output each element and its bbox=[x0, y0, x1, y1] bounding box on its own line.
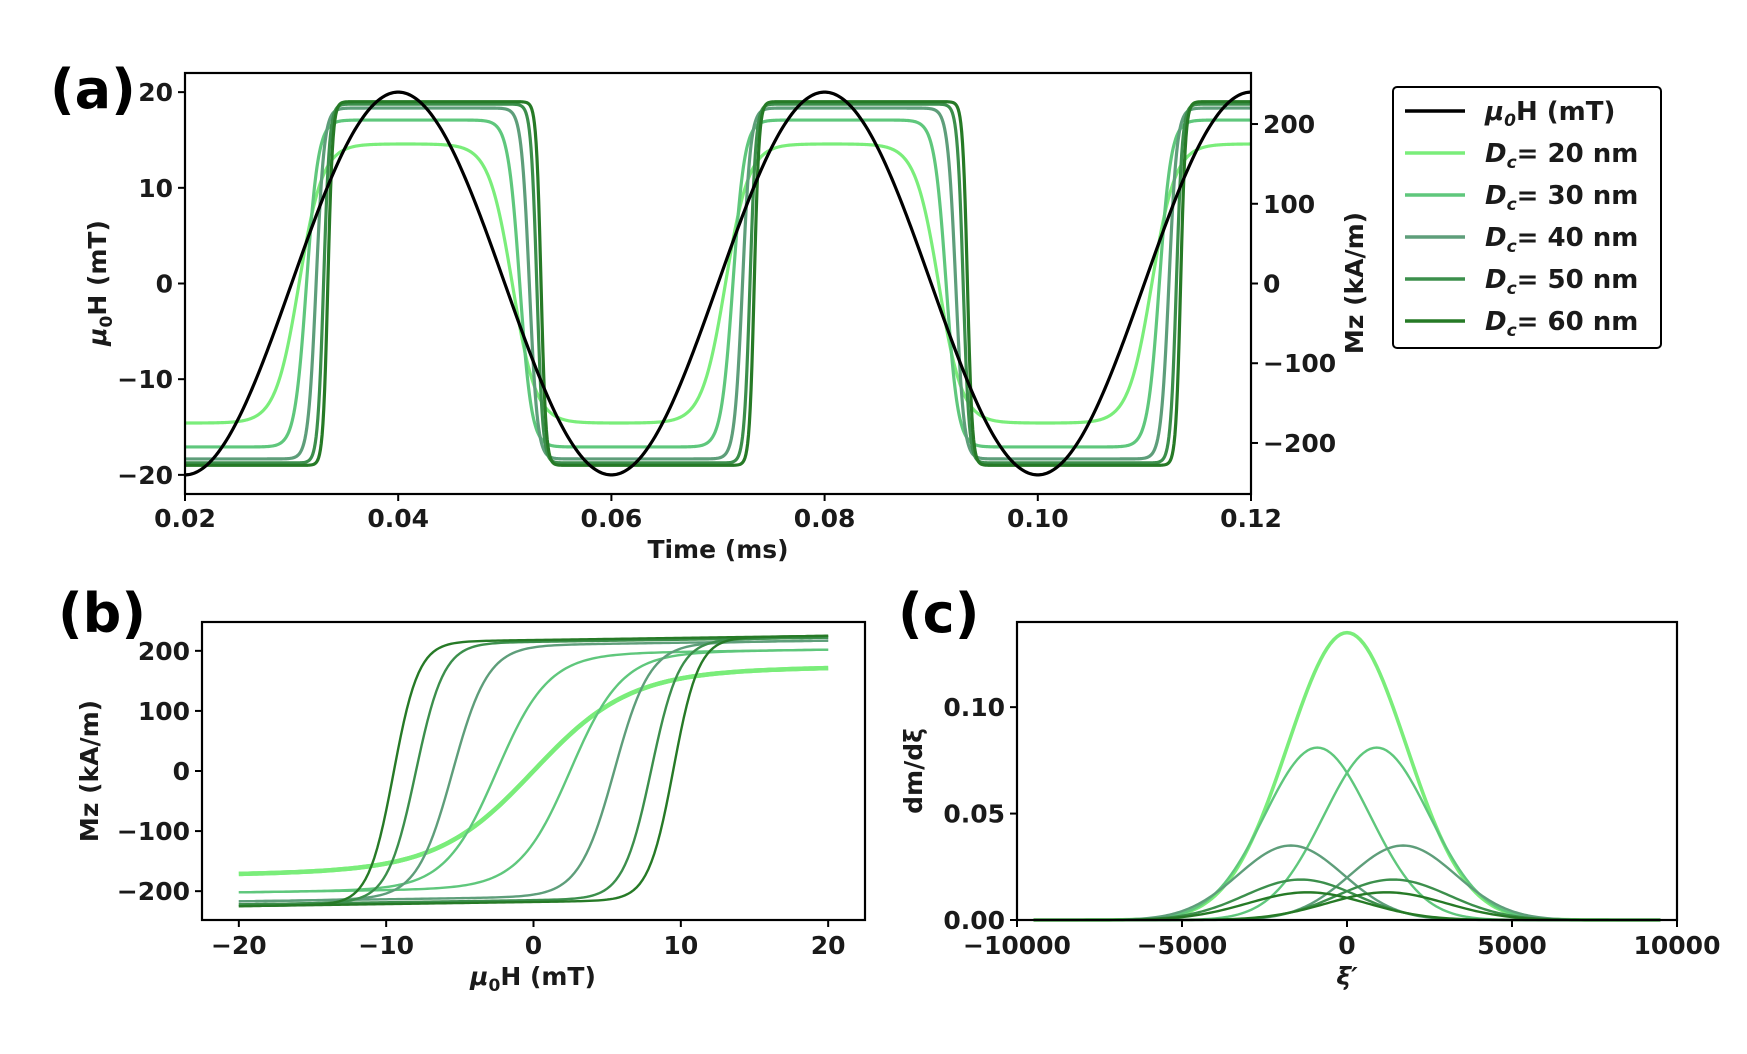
panel-a-ytick-left-label: 0 bbox=[156, 270, 173, 299]
panel-c-series-dc50-peak-2 bbox=[1033, 878, 1661, 922]
panel-b-ytick-label: 0 bbox=[173, 757, 190, 786]
panel-b-xtick-label: 0 bbox=[525, 931, 542, 960]
panel-b-xtick-label: 20 bbox=[811, 931, 846, 960]
panel-a-xtick-label: 0.12 bbox=[1220, 504, 1282, 533]
panel-a-series-dc60 bbox=[185, 100, 1251, 467]
panel-c-ylabel: dm/dξ bbox=[899, 728, 928, 814]
panel-c-xtick-label: 10000 bbox=[1634, 931, 1721, 960]
panel-c-series-dc60-peak-1 bbox=[1033, 891, 1661, 922]
panel-b-series-dc30-descending bbox=[238, 648, 829, 894]
panel-a-xtick-label: 0.02 bbox=[154, 504, 216, 533]
panel-c-label: (c) bbox=[898, 582, 979, 645]
panel-b-series-dc40-descending bbox=[238, 639, 829, 903]
panel-a-xtick-label: 0.06 bbox=[581, 504, 643, 533]
panel-c-series-dc30-peak-2 bbox=[1033, 746, 1661, 922]
panel-c-xtick-label: −10000 bbox=[963, 931, 1071, 960]
panel-a-series-field bbox=[185, 90, 1251, 477]
panel-a-xlabel: Time (ms) bbox=[647, 535, 788, 564]
panel-c-series-dc50-peak-1 bbox=[1033, 878, 1661, 922]
panel-b-series-dc60-descending bbox=[238, 634, 829, 908]
panel-c-ytick-label: 0.05 bbox=[943, 800, 1005, 829]
legend: μ0H (mT) Dc= 20 nm Dc= 30 nm Dc= 40 nm Dc= 5… bbox=[1392, 86, 1662, 349]
panel-a-ylabel-right: Mz (kA/m) bbox=[1340, 212, 1369, 354]
legend-label-field: μ0H (mT) bbox=[1484, 97, 1615, 131]
panel-a-ytick-right-label: −200 bbox=[1263, 429, 1336, 458]
panel-a-ylabel-left: μ0H (mT) bbox=[83, 220, 117, 347]
legend-label-dc20: Dc= 20 nm bbox=[1485, 139, 1638, 173]
panel-b-xtick-label: −20 bbox=[211, 931, 267, 960]
panel-a-ytick-left-label: 10 bbox=[138, 174, 173, 203]
panel-a-series-dc50 bbox=[185, 102, 1251, 465]
panel-a-xtick-label: 0.10 bbox=[1007, 504, 1069, 533]
legend-label-dc50: Dc= 50 nm bbox=[1485, 265, 1638, 299]
panel-b-label: (b) bbox=[58, 582, 146, 645]
panel-b-series-dc20-descending bbox=[238, 665, 829, 877]
panel-b-xtick-label: 10 bbox=[663, 931, 698, 960]
panel-b-series-dc60-ascending bbox=[238, 634, 829, 908]
panel-c-ticks: −10000 −5000 0 5000 10000 0.00 0.05 0.10 bbox=[943, 693, 1720, 960]
legend-label-dc60: Dc= 60 nm bbox=[1485, 307, 1638, 341]
panel-b-xtick-label: −10 bbox=[358, 931, 414, 960]
panel-c: (c) −10000 −5000 0 5000 10000 0.00 0.05 0.10 ξ′… bbox=[898, 582, 1720, 991]
panel-a-plot bbox=[185, 90, 1251, 477]
panel-a-curves bbox=[185, 90, 1251, 477]
panel-a-ytick-right-label: −100 bbox=[1263, 349, 1336, 378]
panel-c-ytick-label: 0.10 bbox=[943, 693, 1005, 722]
panel-b-xlabel: μ0H (mT) bbox=[469, 962, 596, 996]
panel-c-xlabel: ξ′ bbox=[1336, 962, 1358, 991]
panel-c-xtick-label: −5000 bbox=[1137, 931, 1228, 960]
panel-a-ytick-left-label: 20 bbox=[138, 78, 173, 107]
panel-a-ytick-right-label: 0 bbox=[1263, 270, 1280, 299]
panel-b-ytick-label: 100 bbox=[138, 697, 190, 726]
panel-c-ytick-label: 0.00 bbox=[943, 906, 1005, 935]
panel-a-ytick-left-label: −20 bbox=[117, 461, 173, 490]
panel-a-series-dc40 bbox=[185, 106, 1251, 461]
panel-a: (a) 0.02 0.04 0.06 0.08 0.10 0.12−20−1001020−… bbox=[50, 58, 1369, 564]
panel-a-ticks: 0.02 0.04 0.06 0.08 0.10 0.12−20−1001020−200−… bbox=[117, 78, 1336, 533]
panel-a-series-dc20 bbox=[185, 142, 1251, 425]
panel-c-curves bbox=[1033, 630, 1661, 922]
panel-a-ytick-right-label: 200 bbox=[1263, 110, 1315, 139]
panel-a-label: (a) bbox=[50, 58, 136, 121]
panel-a-ytick-left-label: −10 bbox=[117, 365, 173, 394]
panel-c-series-dc60-peak-2 bbox=[1033, 891, 1661, 922]
legend-label-dc30: Dc= 30 nm bbox=[1485, 181, 1638, 215]
panel-c-xtick-label: 0 bbox=[1338, 931, 1355, 960]
panel-b-ytick-label: −200 bbox=[117, 877, 190, 906]
panel-b-ylabel: Mz (kA/m) bbox=[75, 700, 104, 842]
panel-c-series-dc40-peak-2 bbox=[1033, 844, 1661, 922]
panel-b-ytick-label: 200 bbox=[138, 637, 190, 666]
panel-a-xtick-label: 0.08 bbox=[794, 504, 856, 533]
legend-label-dc40: Dc= 40 nm bbox=[1485, 223, 1638, 257]
panel-a-ytick-right-label: 100 bbox=[1263, 190, 1315, 219]
panel-c-xtick-label: 5000 bbox=[1477, 931, 1547, 960]
panel-a-xtick-label: 0.04 bbox=[367, 504, 429, 533]
panel-c-series-dc40-peak-1 bbox=[1033, 844, 1661, 922]
panel-b-ytick-label: −100 bbox=[117, 817, 190, 846]
panel-b-curves bbox=[238, 634, 829, 908]
